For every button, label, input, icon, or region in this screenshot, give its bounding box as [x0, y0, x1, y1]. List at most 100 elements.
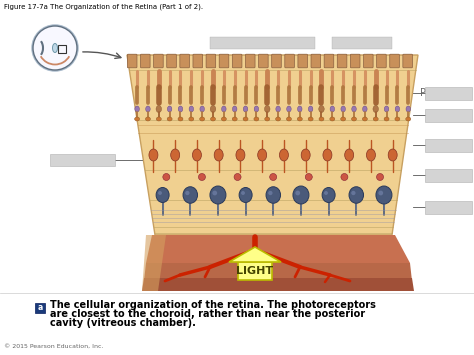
- Ellipse shape: [270, 174, 277, 180]
- Ellipse shape: [222, 106, 226, 112]
- FancyBboxPatch shape: [167, 54, 176, 68]
- Ellipse shape: [234, 174, 241, 180]
- Ellipse shape: [297, 117, 302, 121]
- Ellipse shape: [199, 174, 205, 180]
- Ellipse shape: [265, 117, 270, 121]
- Ellipse shape: [200, 106, 204, 112]
- Ellipse shape: [212, 191, 217, 195]
- Ellipse shape: [135, 117, 139, 121]
- Text: cavity (vitreous chamber).: cavity (vitreous chamber).: [50, 318, 196, 328]
- Ellipse shape: [146, 117, 150, 121]
- Ellipse shape: [167, 106, 172, 112]
- Polygon shape: [238, 262, 272, 280]
- Ellipse shape: [236, 149, 245, 161]
- Ellipse shape: [323, 149, 332, 161]
- Ellipse shape: [319, 105, 324, 113]
- Ellipse shape: [363, 106, 367, 112]
- Ellipse shape: [178, 106, 182, 112]
- Ellipse shape: [373, 105, 378, 113]
- FancyBboxPatch shape: [128, 54, 137, 68]
- Ellipse shape: [210, 105, 216, 113]
- Ellipse shape: [395, 106, 400, 112]
- Ellipse shape: [305, 174, 312, 180]
- Ellipse shape: [406, 106, 410, 112]
- Ellipse shape: [243, 117, 248, 121]
- Ellipse shape: [330, 106, 335, 112]
- Ellipse shape: [351, 191, 356, 195]
- Ellipse shape: [158, 191, 162, 195]
- Ellipse shape: [341, 117, 346, 121]
- FancyBboxPatch shape: [425, 87, 472, 99]
- Ellipse shape: [135, 106, 139, 112]
- FancyBboxPatch shape: [332, 37, 392, 49]
- Ellipse shape: [243, 106, 248, 112]
- FancyBboxPatch shape: [180, 54, 190, 68]
- Text: © 2015 Pearson Education, Inc.: © 2015 Pearson Education, Inc.: [4, 344, 103, 349]
- Ellipse shape: [192, 149, 201, 161]
- Ellipse shape: [210, 186, 226, 204]
- Ellipse shape: [362, 117, 367, 121]
- Polygon shape: [142, 235, 166, 291]
- Polygon shape: [146, 235, 410, 263]
- Bar: [58, 45, 66, 53]
- FancyBboxPatch shape: [35, 303, 45, 313]
- Ellipse shape: [309, 106, 313, 112]
- FancyBboxPatch shape: [350, 54, 360, 68]
- Ellipse shape: [384, 117, 389, 121]
- FancyBboxPatch shape: [364, 54, 373, 68]
- Ellipse shape: [275, 117, 281, 121]
- FancyBboxPatch shape: [425, 201, 472, 213]
- Ellipse shape: [241, 191, 245, 195]
- Ellipse shape: [388, 149, 397, 161]
- Ellipse shape: [268, 191, 273, 195]
- Ellipse shape: [322, 187, 335, 202]
- Text: are closest to the choroid, rather than near the posterior: are closest to the choroid, rather than …: [50, 309, 365, 319]
- Ellipse shape: [286, 117, 292, 121]
- Ellipse shape: [406, 117, 411, 121]
- FancyBboxPatch shape: [140, 54, 150, 68]
- Ellipse shape: [232, 117, 237, 121]
- FancyBboxPatch shape: [425, 138, 472, 152]
- Ellipse shape: [156, 105, 162, 113]
- FancyBboxPatch shape: [337, 54, 347, 68]
- Ellipse shape: [239, 187, 252, 202]
- Ellipse shape: [183, 187, 198, 203]
- Polygon shape: [144, 263, 412, 281]
- Text: a: a: [37, 304, 43, 312]
- Ellipse shape: [352, 117, 356, 121]
- FancyBboxPatch shape: [154, 54, 163, 68]
- Ellipse shape: [341, 174, 348, 180]
- FancyBboxPatch shape: [285, 54, 294, 68]
- FancyBboxPatch shape: [298, 54, 308, 68]
- Ellipse shape: [293, 186, 309, 204]
- Ellipse shape: [146, 106, 150, 112]
- Ellipse shape: [156, 187, 169, 202]
- Circle shape: [33, 26, 77, 70]
- FancyBboxPatch shape: [210, 37, 315, 49]
- Ellipse shape: [254, 106, 259, 112]
- Ellipse shape: [221, 117, 227, 121]
- Polygon shape: [229, 247, 281, 262]
- Text: Figure 17-7a The Organization of the Retina (Part 1 of 2).: Figure 17-7a The Organization of the Ret…: [4, 4, 203, 11]
- Ellipse shape: [395, 117, 400, 121]
- Ellipse shape: [149, 149, 158, 161]
- Ellipse shape: [266, 187, 281, 203]
- Ellipse shape: [254, 117, 259, 121]
- Ellipse shape: [189, 117, 194, 121]
- Ellipse shape: [214, 149, 223, 161]
- Ellipse shape: [330, 117, 335, 121]
- Ellipse shape: [295, 191, 300, 195]
- Ellipse shape: [53, 44, 57, 53]
- Ellipse shape: [171, 149, 180, 161]
- Ellipse shape: [373, 117, 378, 121]
- FancyBboxPatch shape: [246, 54, 255, 68]
- FancyBboxPatch shape: [206, 54, 216, 68]
- Ellipse shape: [210, 117, 216, 121]
- Text: P: P: [420, 88, 426, 98]
- Polygon shape: [142, 278, 414, 291]
- Polygon shape: [127, 55, 418, 235]
- Ellipse shape: [200, 117, 205, 121]
- Ellipse shape: [378, 191, 383, 195]
- Ellipse shape: [345, 149, 354, 161]
- FancyBboxPatch shape: [311, 54, 320, 68]
